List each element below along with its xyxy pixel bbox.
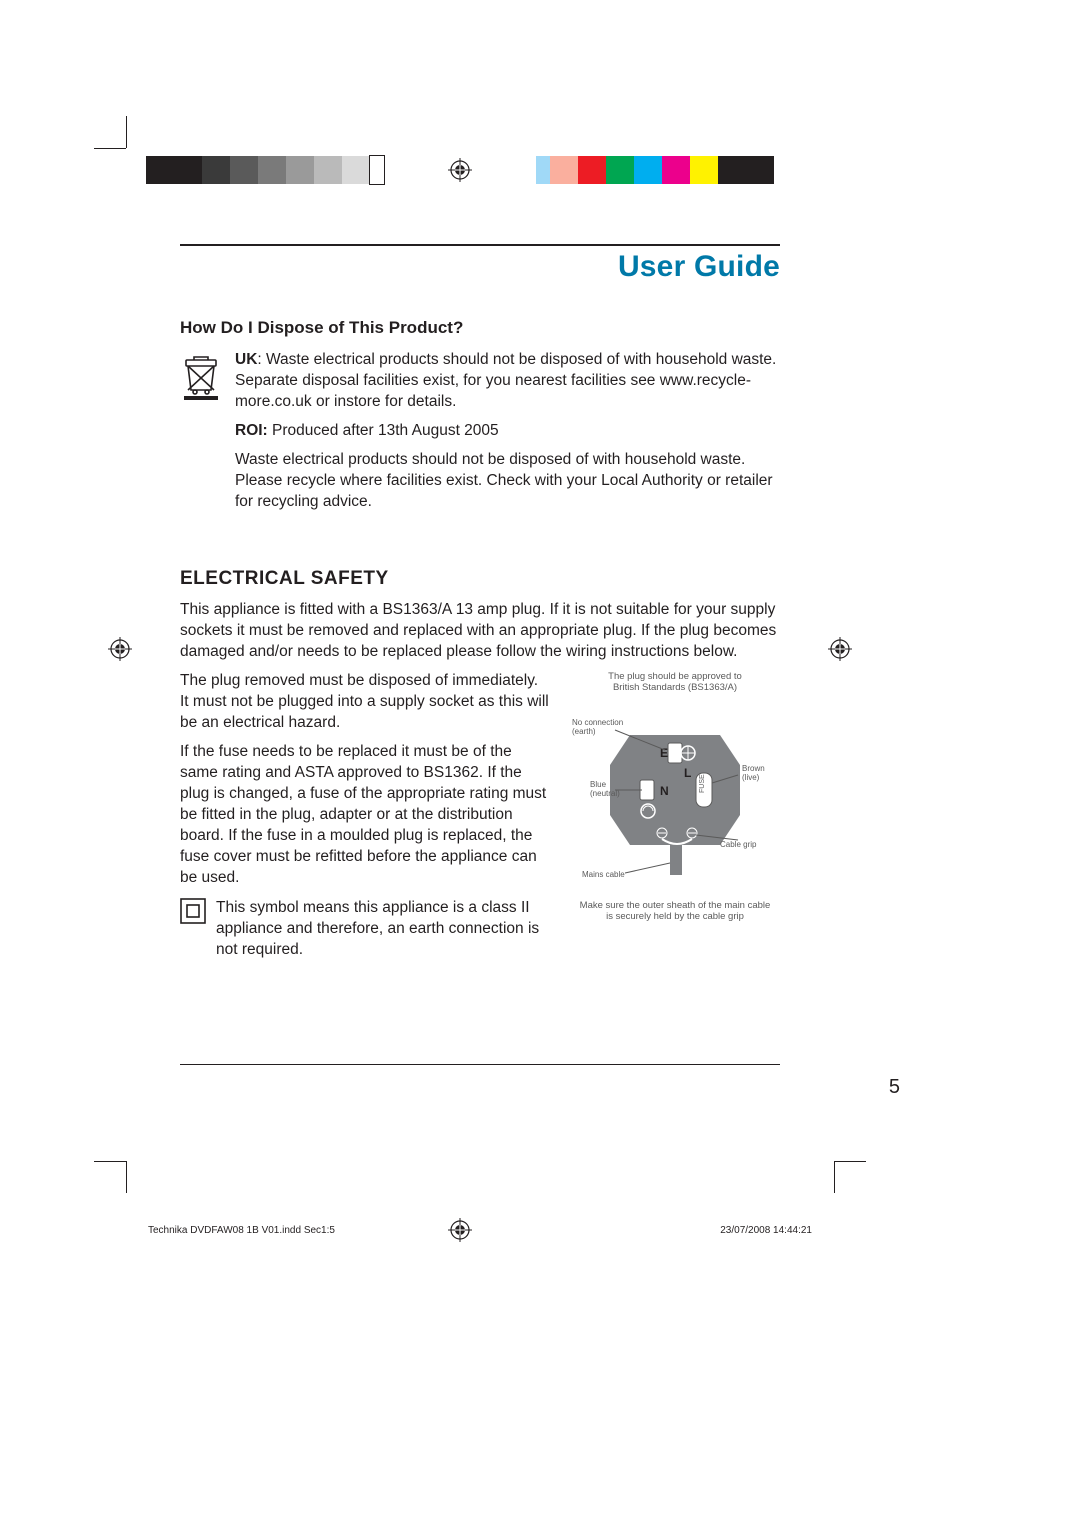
roi-label: ROI: — [235, 422, 268, 439]
crop-mark — [126, 1161, 127, 1193]
plug-caption-bottom: Make sure the outer sheath of the main c… — [570, 900, 780, 922]
electrical-p1: This appliance is fitted with a BS1363/A… — [180, 600, 780, 663]
color-swatch — [578, 156, 606, 184]
roi-text: Produced after 13th August 2005 — [268, 422, 499, 439]
color-swatch — [370, 156, 384, 184]
title-rule — [180, 244, 780, 246]
color-swatch — [662, 156, 690, 184]
crop-mark — [126, 116, 127, 148]
roi-paragraph: Waste electrical products should not be … — [235, 450, 780, 513]
color-swatch — [286, 156, 314, 184]
svg-text:Cable grip: Cable grip — [720, 840, 757, 849]
electrical-p2: The plug removed must be disposed of imm… — [180, 671, 550, 734]
svg-text:No connection(earth): No connection(earth) — [572, 718, 623, 736]
page-content: User Guide How Do I Dispose of This Prod… — [180, 200, 780, 961]
color-swatch — [174, 156, 202, 184]
color-swatch — [550, 156, 578, 184]
uk-paragraph: UK: Waste electrical products should not… — [235, 350, 780, 413]
svg-text:FUSE: FUSE — [699, 774, 706, 793]
color-swatch — [606, 156, 634, 184]
registration-mark-icon — [828, 637, 852, 661]
color-swatch — [536, 156, 550, 184]
color-swatch — [342, 156, 370, 184]
color-swatch — [718, 156, 746, 184]
footer-rule — [180, 1064, 780, 1065]
disposal-block: UK: Waste electrical products should not… — [180, 350, 780, 512]
electrical-p3: If the fuse needs to be replaced it must… — [180, 742, 550, 888]
svg-text:L: L — [684, 766, 691, 780]
color-swatch — [314, 156, 342, 184]
document-title: User Guide — [180, 250, 780, 284]
footer-left: Technika DVDFAW08 1B V01.indd Sec1:5 — [148, 1225, 335, 1236]
svg-text:N: N — [660, 784, 669, 798]
roi-line: ROI: Produced after 13th August 2005 — [235, 421, 780, 442]
printer-colorbar-right — [536, 156, 774, 184]
class2-text: This symbol means this appliance is a cl… — [216, 898, 550, 961]
weee-bin-icon — [180, 352, 222, 400]
electrical-left-column: The plug removed must be disposed of imm… — [180, 671, 550, 961]
color-swatch — [202, 156, 230, 184]
uk-label: UK — [235, 351, 257, 368]
color-swatch — [690, 156, 718, 184]
crop-mark — [834, 1161, 866, 1162]
svg-text:Mains cable: Mains cable — [582, 870, 625, 879]
plug-diagram-column: The plug should be approved to British S… — [570, 671, 780, 961]
color-swatch — [746, 156, 774, 184]
footer-right: 23/07/2008 14:44:21 — [720, 1225, 812, 1236]
uk-text: : Waste electrical products should not b… — [235, 351, 776, 410]
crop-mark — [94, 148, 126, 149]
color-swatch — [634, 156, 662, 184]
svg-text:Brown(live): Brown(live) — [742, 764, 765, 782]
registration-mark-icon — [448, 158, 472, 182]
color-swatch — [258, 156, 286, 184]
print-footer: Technika DVDFAW08 1B V01.indd Sec1:5 23/… — [148, 1225, 812, 1236]
printer-colorbar-left — [146, 156, 384, 184]
class2-icon — [180, 898, 206, 924]
registration-mark-icon — [108, 637, 132, 661]
color-swatch — [146, 156, 174, 184]
section-heading-disposal: How Do I Dispose of This Product? — [180, 318, 780, 338]
page-number: 5 — [889, 1076, 900, 1099]
crop-mark — [94, 1161, 126, 1162]
crop-mark — [834, 1161, 835, 1193]
plug-caption-top: The plug should be approved to British S… — [570, 671, 780, 693]
color-swatch — [230, 156, 258, 184]
section-heading-electrical: ELECTRICAL SAFETY — [180, 568, 780, 590]
plug-diagram-icon: FUSE E N L — [570, 695, 780, 895]
